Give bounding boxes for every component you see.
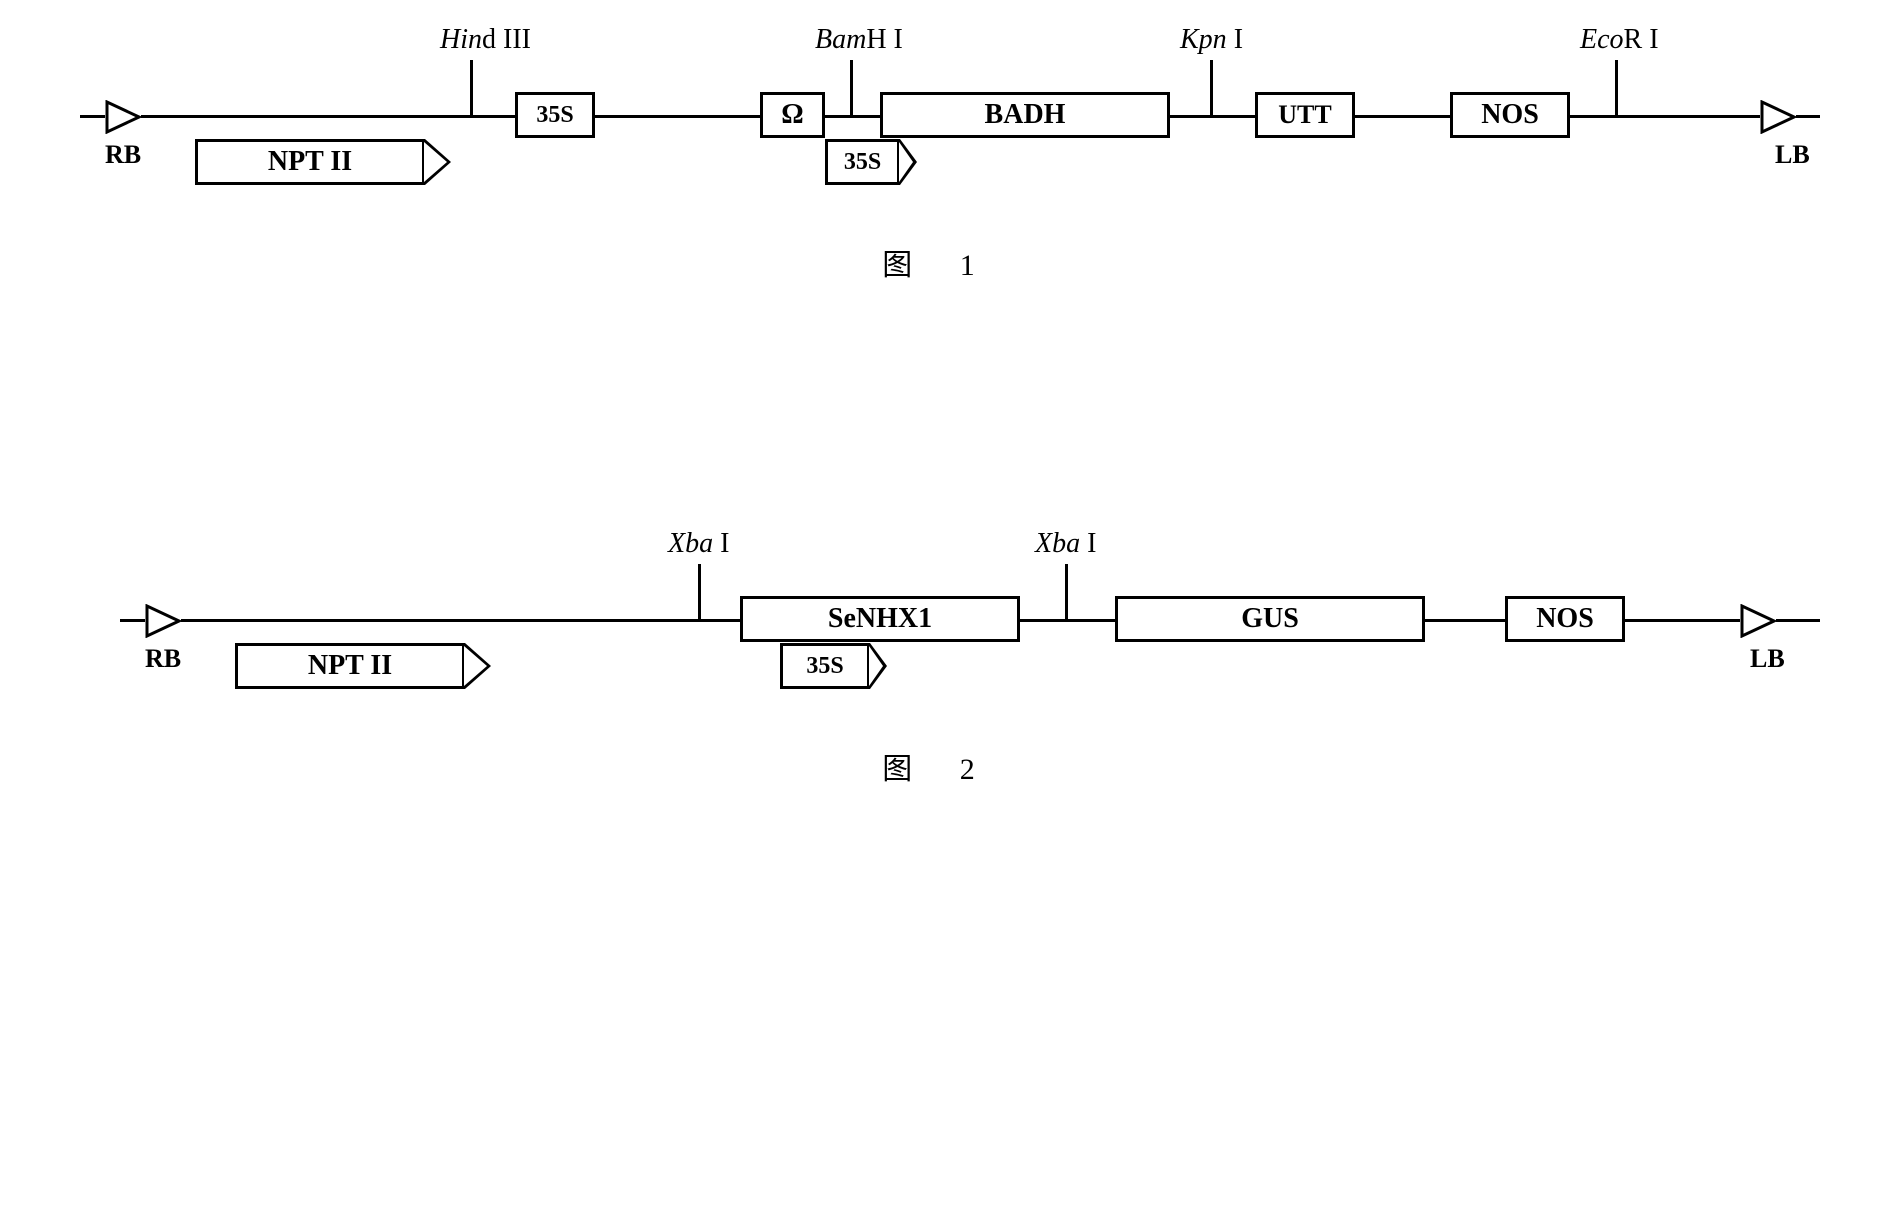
lb-label: LB xyxy=(1750,644,1785,674)
rb-label: RB xyxy=(105,140,141,170)
cassette-ω: Ω xyxy=(760,92,825,138)
border-triangle-rb-icon xyxy=(145,604,181,638)
cassette-nos: NOS xyxy=(1450,92,1570,138)
rb-label: RB xyxy=(145,644,181,674)
caption-2: 图 2 xyxy=(60,744,1817,788)
site-label-3: EcoR I xyxy=(1580,24,1659,56)
site-label-2: Kpn I xyxy=(1180,24,1243,56)
border-triangle-lb-icon xyxy=(1740,604,1776,638)
border-triangle-rb-icon xyxy=(105,100,141,134)
construct-2: RBLBNPT II35SSeNHX1GUSNOSXba IXba I xyxy=(60,534,1817,674)
cassette-nos: NOS xyxy=(1505,596,1625,642)
site-marker-0 xyxy=(698,564,701,619)
site-marker-3 xyxy=(1615,60,1618,115)
diagram-1: RBLBNPT II35S35SΩBADHUTTNOSHind IIIBamH … xyxy=(60,30,1817,284)
cassette-gus: GUS xyxy=(1115,596,1425,642)
caption-1: 图 1 xyxy=(60,240,1817,284)
site-label-1: Xba I xyxy=(1035,528,1096,560)
site-marker-1 xyxy=(1065,564,1068,619)
site-marker-1 xyxy=(850,60,853,115)
cassette-npt-ii: NPT II xyxy=(195,139,425,185)
site-label-0: Xba I xyxy=(668,528,729,560)
border-triangle-lb-icon xyxy=(1760,100,1796,134)
cassette-badh: BADH xyxy=(880,92,1170,138)
construct-1: RBLBNPT II35S35SΩBADHUTTNOSHind IIIBamH … xyxy=(60,30,1817,170)
cassette-utt: UTT xyxy=(1255,92,1355,138)
site-label-0: Hind III xyxy=(440,24,531,56)
cassette-35s: 35S xyxy=(780,643,870,689)
cassette-senhx1: SeNHX1 xyxy=(740,596,1020,642)
diagram-2: RBLBNPT II35SSeNHX1GUSNOSXba IXba I 图 2 xyxy=(60,534,1817,788)
cassette-35s: 35S xyxy=(515,92,595,138)
site-label-1: BamH I xyxy=(815,24,903,56)
cassette-npt-ii: NPT II xyxy=(235,643,465,689)
site-marker-2 xyxy=(1210,60,1213,115)
lb-label: LB xyxy=(1775,140,1810,170)
site-marker-0 xyxy=(470,60,473,115)
cassette-35s: 35S xyxy=(825,139,900,185)
